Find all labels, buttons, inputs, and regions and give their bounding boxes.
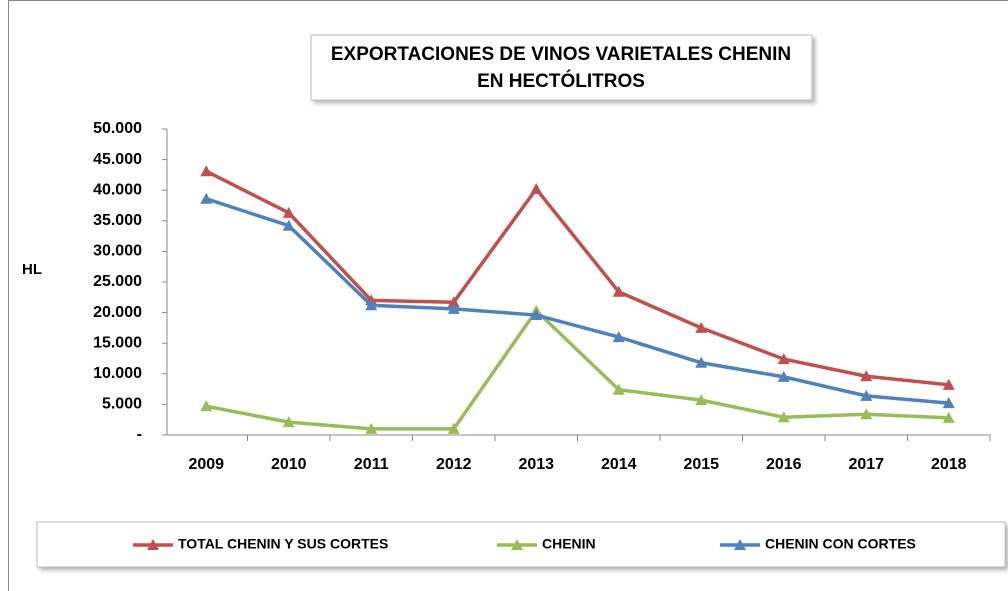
data-point [942,397,955,409]
legend-marker [511,539,523,550]
data-point [612,383,625,395]
data-point [612,285,625,297]
data-point [447,302,460,314]
y-tick-label: 15.000 [93,334,142,351]
x-tick-label: 2010 [271,456,307,473]
data-point [282,219,295,231]
series-line [205,308,949,431]
title-box [310,34,813,101]
data-point [447,296,460,308]
data-point [942,411,955,423]
x-tick-label: 2009 [188,456,224,473]
data-point [282,206,295,218]
data-point [447,422,460,434]
y-tick-label: 25.000 [93,273,142,290]
data-point [200,192,213,204]
series-line [205,169,949,387]
x-tick-label: 2018 [931,456,967,473]
y-axis-label: HL [22,261,42,278]
data-point [200,400,213,412]
y-tick-label: 40.000 [93,181,142,198]
data-point [365,422,378,434]
data-point [860,389,873,401]
legend-marker [734,539,746,550]
data-point [365,299,378,311]
y-tick-label: 10.000 [93,365,142,382]
data-point [942,378,955,390]
data-point [530,182,543,194]
y-tick-label: 20.000 [93,304,142,321]
data-point [695,394,708,406]
series-line [205,197,949,405]
data-point [777,411,790,423]
x-tick-label: 2012 [436,456,472,473]
data-point [695,356,708,368]
data-point [612,331,625,343]
legend-label: CHENIN CON CORTES [765,536,916,552]
legend-label: CHENIN [542,536,596,552]
y-tick-label: 5.000 [102,396,142,413]
x-tick-label: 2017 [848,456,884,473]
y-tick-label: 30.000 [93,243,142,260]
data-point [200,165,213,177]
chart-title: EXPORTACIONES DE VINOS VARIETALES CHENIN [331,44,791,65]
x-tick-label: 2014 [601,456,637,473]
x-tick-label: 2015 [683,456,719,473]
legend-label: TOTAL CHENIN Y SUS CORTES [178,536,388,552]
x-tick-label: 2013 [518,456,554,473]
y-tick-label: 45.000 [93,151,142,168]
data-point [282,416,295,428]
data-point [530,309,543,321]
data-point [777,353,790,365]
x-tick-label: 2011 [354,456,389,473]
x-tick-label: 2016 [766,456,802,473]
data-point [777,370,790,382]
data-point [695,321,708,333]
y-tick-label: 35.000 [93,212,142,229]
legend-marker [147,539,159,550]
y-tick-label: - [137,426,142,443]
y-tick-label: 50.000 [93,120,142,137]
data-point [860,370,873,382]
chart-title: EN HECTÓLITROS [477,70,645,92]
data-point [860,408,873,420]
